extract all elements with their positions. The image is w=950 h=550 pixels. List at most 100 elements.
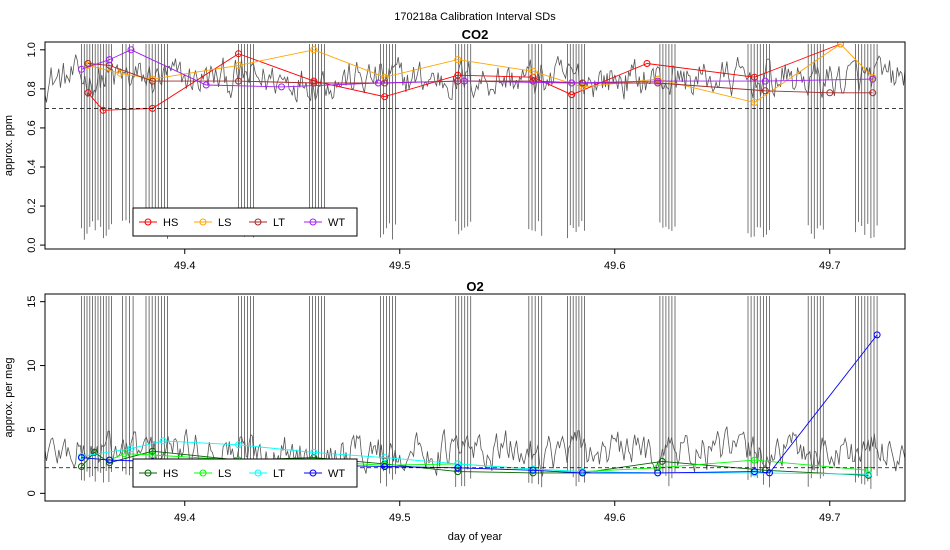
co2-panel: 49.4 49.5 49.6 49.7 0.0 0.2 0.4 0.6 0.8 1.0 CO2 app… <box>3 27 906 272</box>
data-point-wt <box>78 65 85 73</box>
data-point-ls <box>116 69 124 77</box>
x-tick-label: 49.6 <box>604 512 625 524</box>
legend: HS LS LT WT <box>132 458 358 488</box>
legend-marker-hs <box>144 218 152 226</box>
spike-band <box>455 296 472 487</box>
data-point-wt <box>869 75 877 83</box>
data-point-lt <box>159 437 167 445</box>
legend-marker-wt <box>309 469 317 477</box>
data-point-hs <box>643 60 651 67</box>
data-point-hs <box>658 457 666 465</box>
x-tick-label: 49.4 <box>174 512 195 524</box>
series-line-wt <box>81 334 878 474</box>
data-point-hs <box>78 463 85 470</box>
spike-band <box>380 296 396 487</box>
legend-label-wt: WT <box>328 217 345 229</box>
data-point-ls <box>235 61 242 69</box>
legend-marker-hs <box>144 469 152 477</box>
data-point-wt <box>106 456 113 464</box>
legend-label-wt: WT <box>328 468 345 480</box>
data-point-wt <box>873 331 881 339</box>
figure-title: 170218a Calibration Interval SDs <box>394 11 556 23</box>
series-line-ls <box>87 43 874 103</box>
data-point-wt <box>766 469 773 477</box>
legend-marker-lt <box>254 469 262 477</box>
spike-band <box>455 44 472 235</box>
data-point-wt <box>654 77 662 85</box>
data-point-wt <box>761 77 769 85</box>
legend-marker-ls <box>199 469 207 477</box>
spike-band <box>807 296 824 487</box>
data-point-lt <box>235 77 242 85</box>
x-tick-label: 49.4 <box>174 260 195 272</box>
spike-band <box>309 44 325 234</box>
x-tick-label: 49.7 <box>819 260 840 272</box>
legend-marker-ls <box>199 218 207 226</box>
data-point-ls <box>751 99 758 106</box>
data-point-hs <box>99 106 107 114</box>
data-point-hs <box>381 93 389 101</box>
data-point-ls <box>751 456 758 464</box>
y-tick-label: 15 <box>26 296 38 308</box>
series-line-wt <box>81 49 873 88</box>
data-point-hs <box>310 77 318 85</box>
spike-band <box>855 296 878 489</box>
data-point-hs <box>751 73 758 81</box>
data-point-wt <box>654 469 662 477</box>
panel-title: O2 <box>466 279 483 294</box>
data-point-hs <box>90 448 98 456</box>
legend-marker-lt <box>254 218 262 226</box>
plot-area <box>45 296 905 489</box>
y-tick-label: 0.2 <box>26 198 38 213</box>
plot-frame <box>44 41 906 250</box>
data-point-lt <box>826 89 834 97</box>
data-point-ls <box>529 67 537 75</box>
data-point-wt <box>751 468 758 476</box>
data-point-ls <box>84 61 92 69</box>
spike-band <box>567 44 585 239</box>
y-tick-label: 0.6 <box>26 120 38 135</box>
data-point-hs <box>149 447 156 455</box>
y-axis-label: approx. ppm <box>3 115 15 176</box>
plot-frame <box>44 293 906 502</box>
data-point-wt <box>106 56 113 64</box>
y-tick-label: 1.0 <box>26 42 38 57</box>
data-point-wt <box>374 79 382 87</box>
data-point-lt <box>865 470 872 478</box>
legend-label-hs: HS <box>163 468 178 480</box>
spike-band <box>659 296 676 487</box>
data-point-wt <box>381 463 389 470</box>
data-point-lt <box>454 460 462 468</box>
data-point-wt <box>460 77 468 85</box>
o2-panel: 49.4 49.5 49.6 49.7 0 5 10 15 O2 approx. per meg d… <box>3 279 906 543</box>
x-tick-label: 49.6 <box>604 260 625 272</box>
y-tick-label: 0 <box>26 490 38 496</box>
data-point-ls <box>837 42 844 48</box>
legend-label-ls: LS <box>218 217 231 229</box>
plot-area <box>45 42 905 240</box>
data-point-wt <box>78 454 85 462</box>
spike-band <box>380 44 396 240</box>
x-axis-label: day of year <box>448 531 503 543</box>
spike-band <box>747 44 770 238</box>
y-tick-label: 0.4 <box>26 159 38 174</box>
spike-band <box>567 296 585 487</box>
spike-band <box>747 296 770 488</box>
spike-band <box>807 44 824 239</box>
data-point-lt <box>381 454 389 462</box>
legend-label-hs: HS <box>163 217 178 229</box>
y-axis-label: approx. per meg <box>3 357 15 437</box>
data-point-hs <box>568 91 576 99</box>
data-point-lt <box>654 79 662 87</box>
data-point-wt <box>529 466 537 474</box>
data-point-lt <box>149 77 156 85</box>
data-point-hs <box>454 468 462 476</box>
data-point-ls <box>579 83 586 91</box>
series-line-hs <box>87 43 841 111</box>
data-point-wt <box>579 469 586 477</box>
data-point-wt <box>202 81 210 89</box>
data-point-lt <box>310 448 318 456</box>
data-point-lt <box>235 441 242 449</box>
spike-band <box>145 296 168 483</box>
data-point-wt <box>127 46 135 54</box>
